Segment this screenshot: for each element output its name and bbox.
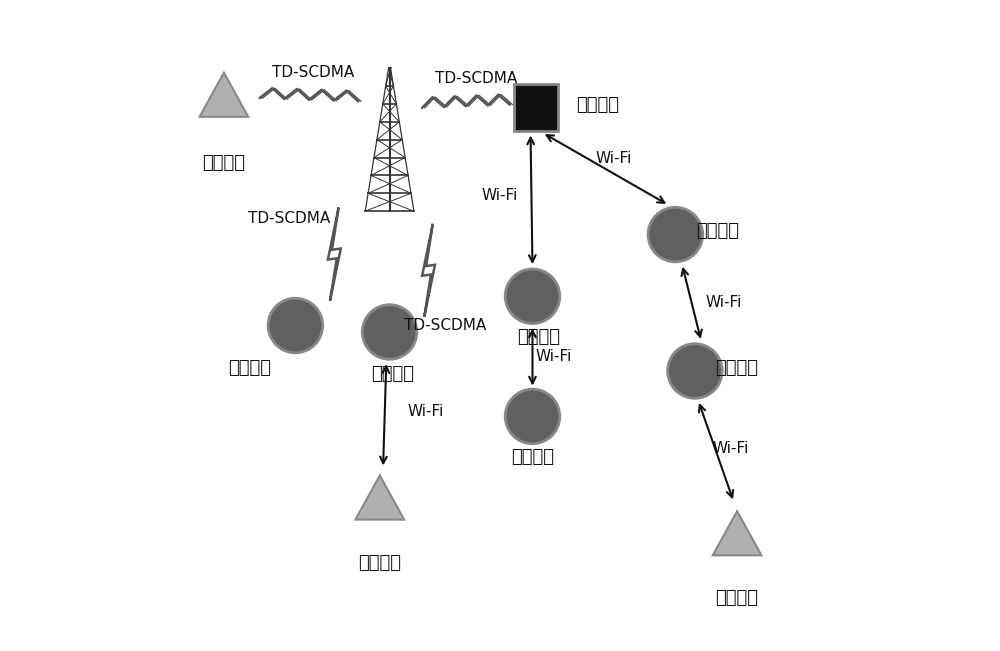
Circle shape [268,298,323,353]
Text: Wi-Fi: Wi-Fi [407,404,443,419]
Polygon shape [200,73,248,117]
Text: TD-SCDMA: TD-SCDMA [435,71,517,86]
Text: Wi-Fi: Wi-Fi [595,151,632,166]
Circle shape [505,269,560,324]
Text: 汇聚节点: 汇聚节点 [517,327,560,346]
Text: 汇聚节点: 汇聚节点 [716,359,759,377]
Text: Wi-Fi: Wi-Fi [712,441,749,456]
Circle shape [668,344,722,398]
Text: TD-SCDMA: TD-SCDMA [404,318,486,333]
Polygon shape [355,475,404,519]
Text: 感知节点: 感知节点 [716,589,759,607]
Text: Wi-Fi: Wi-Fi [535,349,571,364]
Circle shape [505,389,560,444]
Text: 感知节点: 感知节点 [358,553,401,572]
Text: 汇聚节点: 汇聚节点 [511,449,554,466]
Text: Wi-Fi: Wi-Fi [706,296,742,311]
Text: 中心节点: 中心节点 [576,96,619,114]
Polygon shape [328,208,341,301]
Circle shape [362,305,417,359]
Polygon shape [713,511,761,555]
Text: TD-SCDMA: TD-SCDMA [272,64,354,79]
Text: 汇聚节点: 汇聚节点 [696,222,739,240]
Text: TD-SCDMA: TD-SCDMA [248,211,330,226]
Text: 感知节点: 感知节点 [202,154,245,172]
Bar [514,85,558,132]
Text: Wi-Fi: Wi-Fi [482,188,518,203]
Text: 汇聚节点: 汇聚节点 [228,359,271,377]
Polygon shape [422,224,435,317]
Text: 汇聚节点: 汇聚节点 [371,365,414,383]
Circle shape [648,207,703,262]
